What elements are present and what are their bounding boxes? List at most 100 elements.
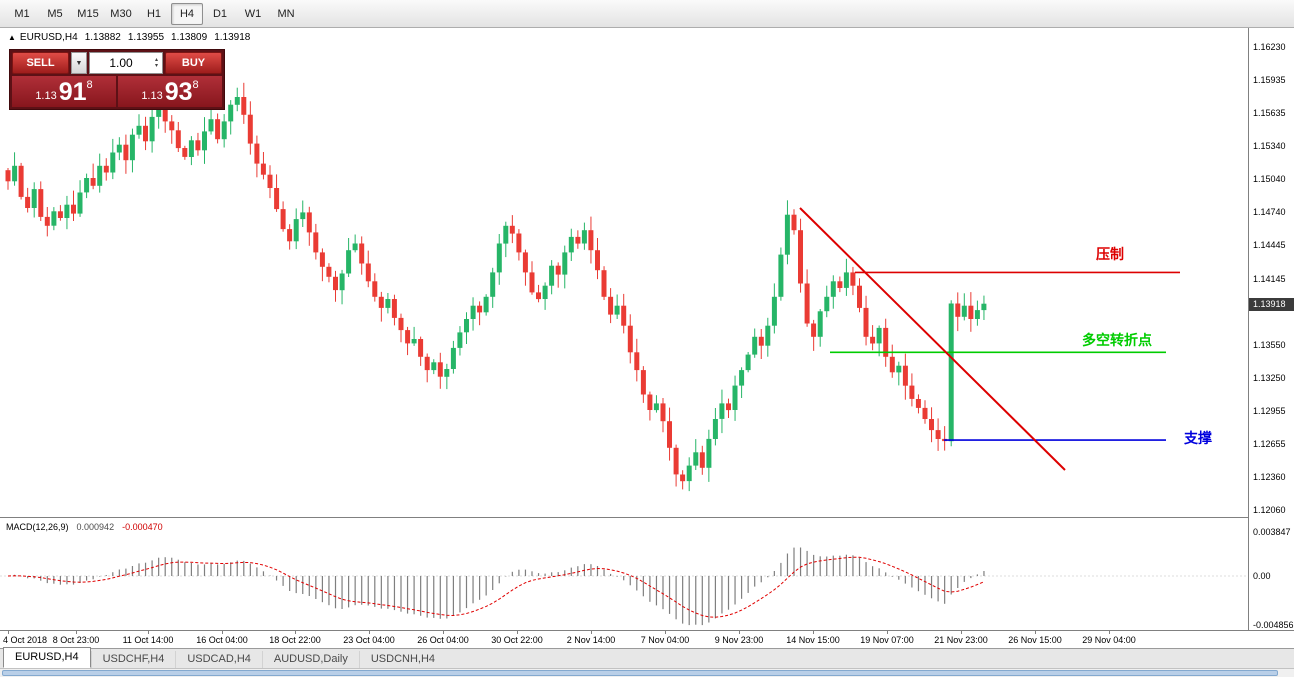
buy-price-big: 93: [164, 77, 193, 106]
macd-axis-label: 0.00: [1253, 571, 1271, 581]
time-axis-label: 23 Oct 04:00: [343, 635, 395, 645]
time-axis-tick: [1109, 631, 1110, 634]
volume-stepper: ▴ ▾: [152, 53, 161, 73]
time-axis-label: 7 Nov 04:00: [640, 635, 690, 645]
sell-button[interactable]: SELL: [12, 52, 69, 74]
price-axis-label: 1.12955: [1253, 405, 1286, 416]
price-axis-label: 1.13250: [1253, 372, 1286, 383]
time-axis-tick: [887, 631, 888, 634]
time-axis[interactable]: 4 Oct 2018 8 Oct 23:00 11 Oct 14:00 16 Oct …: [0, 630, 1294, 648]
macd-pane[interactable]: [0, 518, 1248, 630]
price-axis-label: 1.13550: [1253, 339, 1286, 350]
scrollbar-thumb[interactable]: [2, 670, 1278, 676]
time-axis-tick: [591, 631, 592, 634]
volume-input[interactable]: [90, 53, 162, 73]
resistance-label: 压制: [1096, 247, 1124, 263]
timeframe-m1[interactable]: M1: [14, 7, 30, 20]
time-axis-tick: [222, 631, 223, 634]
price-axis-label: 1.15340: [1253, 140, 1286, 151]
time-axis-label: 8 Oct 23:00: [52, 635, 100, 645]
price-axis-label: 1.12655: [1253, 438, 1286, 449]
timeframe-m15[interactable]: M15: [77, 7, 99, 20]
time-axis-label: 26 Nov 15:00: [1008, 635, 1062, 645]
sell-price-base: 1.13: [35, 90, 57, 102]
timeframe-h4[interactable]: H4: [171, 2, 203, 25]
pivot-label: 多空转折点: [1082, 333, 1152, 349]
price-axis-label: 1.15040: [1253, 174, 1286, 185]
time-axis-tick: [739, 631, 740, 634]
sell-price-sup: 8: [86, 79, 93, 91]
macd-axis-label: 0.003847: [1253, 527, 1291, 537]
time-axis-label: 29 Nov 04:00: [1082, 635, 1136, 645]
time-axis-label: 4 Oct 2018: [3, 635, 48, 645]
volume-box: ▴ ▾: [89, 52, 163, 74]
time-axis-tick: [76, 631, 77, 634]
tab-eurusd-h4[interactable]: EURUSD,H4: [3, 647, 91, 668]
chart-window: ▲ EURUSD,H4 1.13882 1.13955 1.13809 1.13…: [0, 28, 1294, 648]
chart-canvas[interactable]: [0, 28, 1248, 518]
price-axis-label: 1.14145: [1253, 273, 1286, 284]
timeframe-w1[interactable]: W1: [244, 7, 262, 20]
tab-usdchf-h4[interactable]: USDCHF,H4: [90, 651, 176, 668]
timeframe-m30[interactable]: M30: [110, 7, 132, 20]
price-axis[interactable]: 1.13918 1.16230 1.15935 1.15635 1.15340 1.15…: [1248, 28, 1294, 630]
chart-tab-bar: EURUSD,H4 USDCHF,H4 USDCAD,H4 AUDUSD,Daily U…: [0, 647, 1294, 668]
symbol-period: EURUSD,H4: [19, 32, 78, 43]
price-axis-label: 1.12060: [1253, 505, 1286, 515]
time-axis-tick: [813, 631, 814, 634]
low-value: 1.13809: [171, 32, 208, 43]
volume-up-arrow-icon[interactable]: ▴: [154, 57, 158, 63]
volume-down-arrow-icon[interactable]: ▾: [154, 63, 158, 69]
open-value: 1.13882: [84, 32, 121, 43]
buy-price-sup: 8: [192, 79, 199, 91]
time-axis-label: 2 Nov 14:00: [566, 635, 616, 645]
price-axis-label: 1.15935: [1253, 74, 1286, 85]
order-options-dropdown-icon[interactable]: ▼: [71, 52, 87, 74]
time-axis-tick: [961, 631, 962, 634]
price-axis-label: 1.12360: [1253, 471, 1286, 482]
horizontal-scrollbar: [0, 668, 1294, 677]
sell-price-big: 91: [58, 77, 87, 106]
support-label: 支撑: [1184, 431, 1212, 447]
pane-separator: [0, 517, 1294, 518]
time-axis-tick: [148, 631, 149, 634]
time-axis-tick: [369, 631, 370, 634]
time-axis-tick: [8, 631, 9, 634]
price-axis-label: 1.16230: [1253, 42, 1286, 52]
current-price-badge: 1.13918: [1249, 297, 1294, 311]
time-axis-label: 30 Oct 22:00: [491, 635, 543, 645]
one-click-trading-panel: SELL ▼ ▴ ▾ BUY 1.13 91 8 1.13 93 8: [9, 49, 225, 110]
price-axis-label: 1.14740: [1253, 207, 1286, 218]
one-click-panel-toggle-icon[interactable]: ▲: [8, 33, 16, 42]
time-axis-label: 26 Oct 04:00: [417, 635, 469, 645]
macd-axis-label: -0.004856: [1253, 620, 1294, 630]
time-axis-label: 9 Nov 23:00: [714, 635, 764, 645]
buy-price-base: 1.13: [141, 90, 163, 102]
tab-audusd-daily[interactable]: AUDUSD,Daily: [261, 651, 359, 668]
high-value: 1.13955: [127, 32, 165, 43]
time-axis-label: 19 Nov 07:00: [860, 635, 914, 645]
price-axis-label: 1.15635: [1253, 108, 1286, 119]
close-value: 1.13918: [214, 32, 251, 43]
macd-signal-value: -0.000470: [122, 522, 163, 532]
time-axis-label: 21 Nov 23:00: [934, 635, 988, 645]
tab-usdcad-h4[interactable]: USDCAD,H4: [175, 651, 262, 668]
time-axis-tick: [665, 631, 666, 634]
timeframe-mn[interactable]: MN: [277, 7, 295, 20]
tab-usdcnh-h4[interactable]: USDCNH,H4: [358, 651, 446, 668]
time-axis-label: 18 Oct 22:00: [269, 635, 321, 645]
macd-name: MACD(12,26,9): [6, 522, 69, 532]
timeframe-d1[interactable]: D1: [212, 7, 228, 20]
macd-main-value: 0.000942: [76, 522, 115, 532]
time-axis-tick: [517, 631, 518, 634]
price-axis-label: 1.14445: [1253, 240, 1286, 251]
time-axis-label: 11 Oct 14:00: [122, 635, 174, 645]
timeframe-h1[interactable]: H1: [146, 7, 162, 20]
buy-button[interactable]: BUY: [165, 52, 222, 74]
timeframe-m5[interactable]: M5: [47, 7, 63, 20]
time-axis-tick: [295, 631, 296, 634]
buy-price-tile[interactable]: 1.13 93 8: [118, 76, 222, 107]
timeframe-toolbar: M1 M5 M15 M30 H1 H4 D1 W1 MN: [0, 0, 1294, 28]
macd-indicator-label: MACD(12,26,9) 0.000942 -0.000470: [6, 522, 163, 532]
sell-price-tile[interactable]: 1.13 91 8: [12, 76, 116, 107]
